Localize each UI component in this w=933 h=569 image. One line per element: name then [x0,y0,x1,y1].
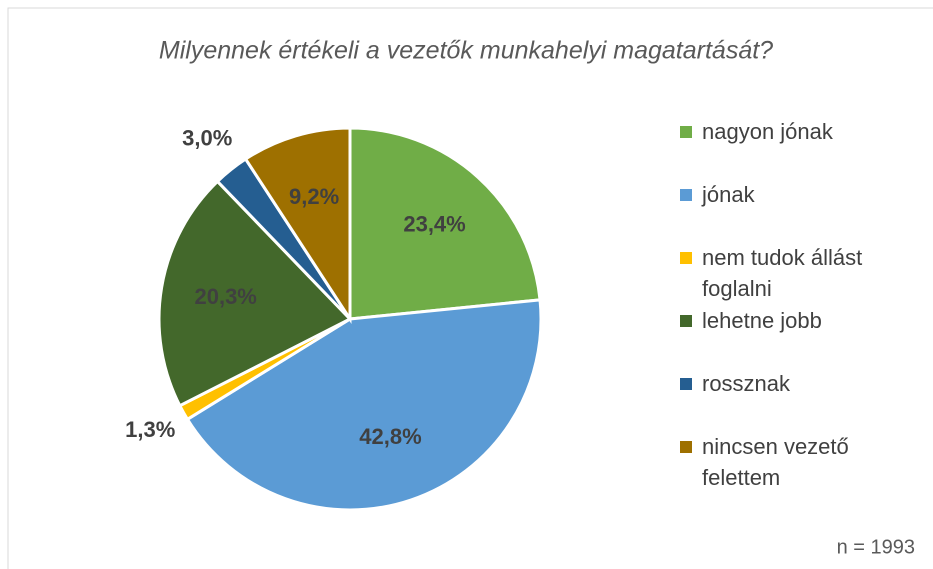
data-label: 23,4% [403,211,465,236]
legend-item: rossznak [680,368,910,399]
legend-label: nagyon jónak [702,119,833,144]
legend-item: nagyon jónak [680,116,910,147]
legend-swatch [680,378,692,390]
data-label: 42,8% [359,424,421,449]
legend-label: nem tudok állást foglalni [702,245,863,301]
data-label: 3,0% [182,125,232,150]
pie-slice [157,179,353,408]
legend-label: nincsen vezető felettem [702,434,849,490]
pie-slice [243,126,352,325]
legend-item: nincsen vezető felettem [680,431,910,493]
pie-slice [185,298,543,512]
legend-swatch [680,189,692,201]
data-label: 20,3% [194,284,256,309]
legend-swatch [680,126,692,138]
chart-border [7,7,933,569]
legend-item: jónak [680,179,910,210]
data-label: 9,2% [289,184,339,209]
legend-swatch [680,252,692,264]
legend-label: jónak [702,182,755,207]
chart-title: Milyennek értékeli a vezetők munkahelyi … [159,37,773,65]
note: n = 1993 [837,536,915,558]
data-label: 1,3% [125,417,175,442]
legend-item: lehetne jobb [680,305,910,336]
legend-label: lehetne jobb [702,308,822,333]
legend-label: rossznak [702,371,791,396]
pie-slice [348,126,542,321]
legend-swatch [680,441,692,453]
legend-item: nem tudok állást foglalni [680,242,910,304]
legend-swatch [680,315,692,327]
